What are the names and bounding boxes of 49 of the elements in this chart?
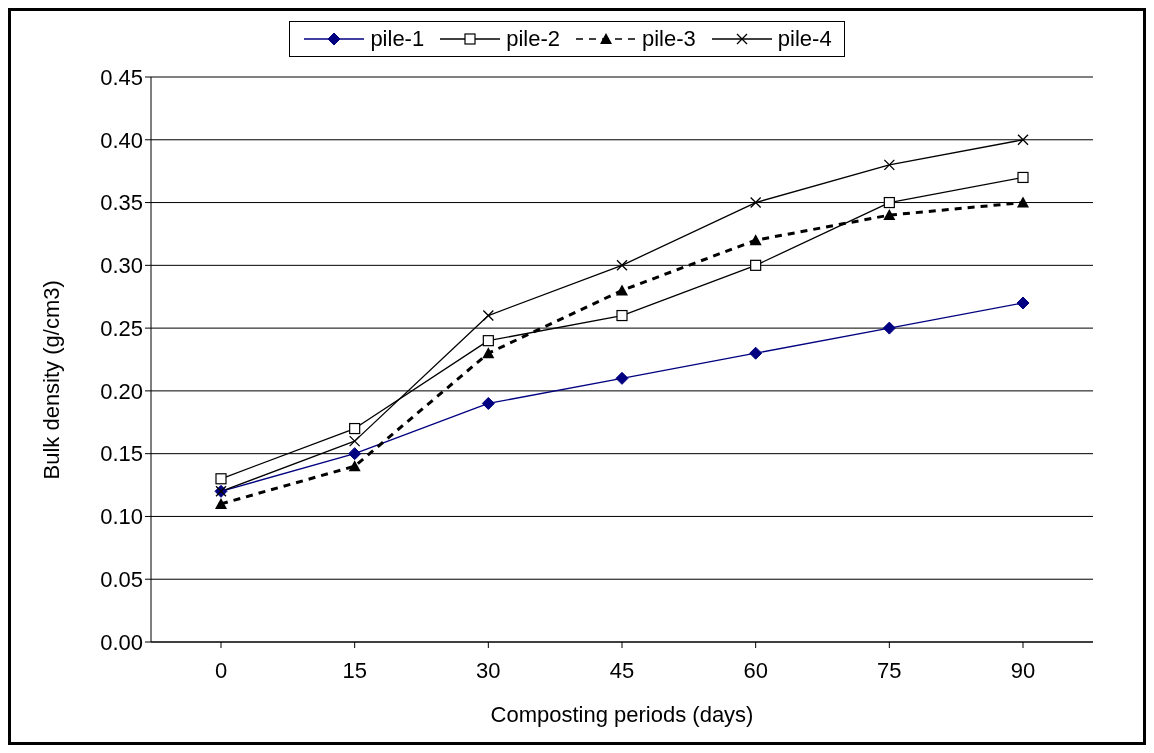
point	[1016, 296, 1030, 310]
point	[749, 346, 763, 360]
y-tick-label: 0.00	[100, 629, 143, 655]
point	[750, 259, 762, 271]
x-tick-label: 75	[877, 657, 902, 683]
point	[215, 473, 227, 485]
point	[1017, 134, 1029, 146]
point	[883, 209, 896, 221]
y-tick-label: 0.10	[100, 504, 143, 530]
point	[615, 371, 629, 385]
point	[482, 309, 494, 322]
legend-label: pile-1	[369, 26, 425, 52]
point	[750, 196, 762, 209]
point	[1017, 171, 1029, 184]
point	[349, 435, 361, 447]
x-tick-label: 90	[1010, 657, 1036, 683]
y-tick-label: 0.15	[100, 441, 143, 467]
point	[215, 497, 227, 509]
legend-label: pile-3	[641, 26, 696, 52]
point	[348, 460, 361, 472]
legend-label: pile-2	[505, 26, 560, 52]
y-tick-label: 0.20	[100, 378, 143, 404]
x-tick-label: 0	[214, 657, 228, 683]
y-tick-label: 0.45	[100, 64, 143, 90]
x-tick-label: 60	[743, 657, 768, 683]
x-axis-title: Composting periods (days)	[490, 702, 754, 727]
y-tick-label: 0.35	[100, 190, 143, 216]
x-tick-label: 30	[476, 657, 501, 683]
legend-label: pile-4	[776, 26, 832, 52]
y-tick-label: 0.25	[100, 315, 143, 341]
point	[349, 422, 361, 435]
y-axis-title: Bulk density (g/cm3)	[38, 280, 64, 480]
point	[1017, 196, 1029, 208]
point	[882, 321, 896, 335]
y-tick-label: 0.05	[100, 567, 143, 593]
x-tick-label: 15	[342, 657, 367, 683]
point	[883, 196, 895, 209]
point	[482, 347, 495, 359]
point	[616, 309, 628, 322]
point	[482, 335, 494, 347]
point	[616, 259, 628, 271]
point	[883, 159, 895, 171]
x-tick-label: 45	[609, 657, 635, 683]
y-tick-label: 0.30	[100, 253, 143, 279]
y-tick-label: 0.40	[100, 127, 143, 153]
point	[348, 447, 362, 461]
point	[616, 284, 628, 296]
point	[749, 234, 762, 246]
point	[481, 396, 495, 410]
